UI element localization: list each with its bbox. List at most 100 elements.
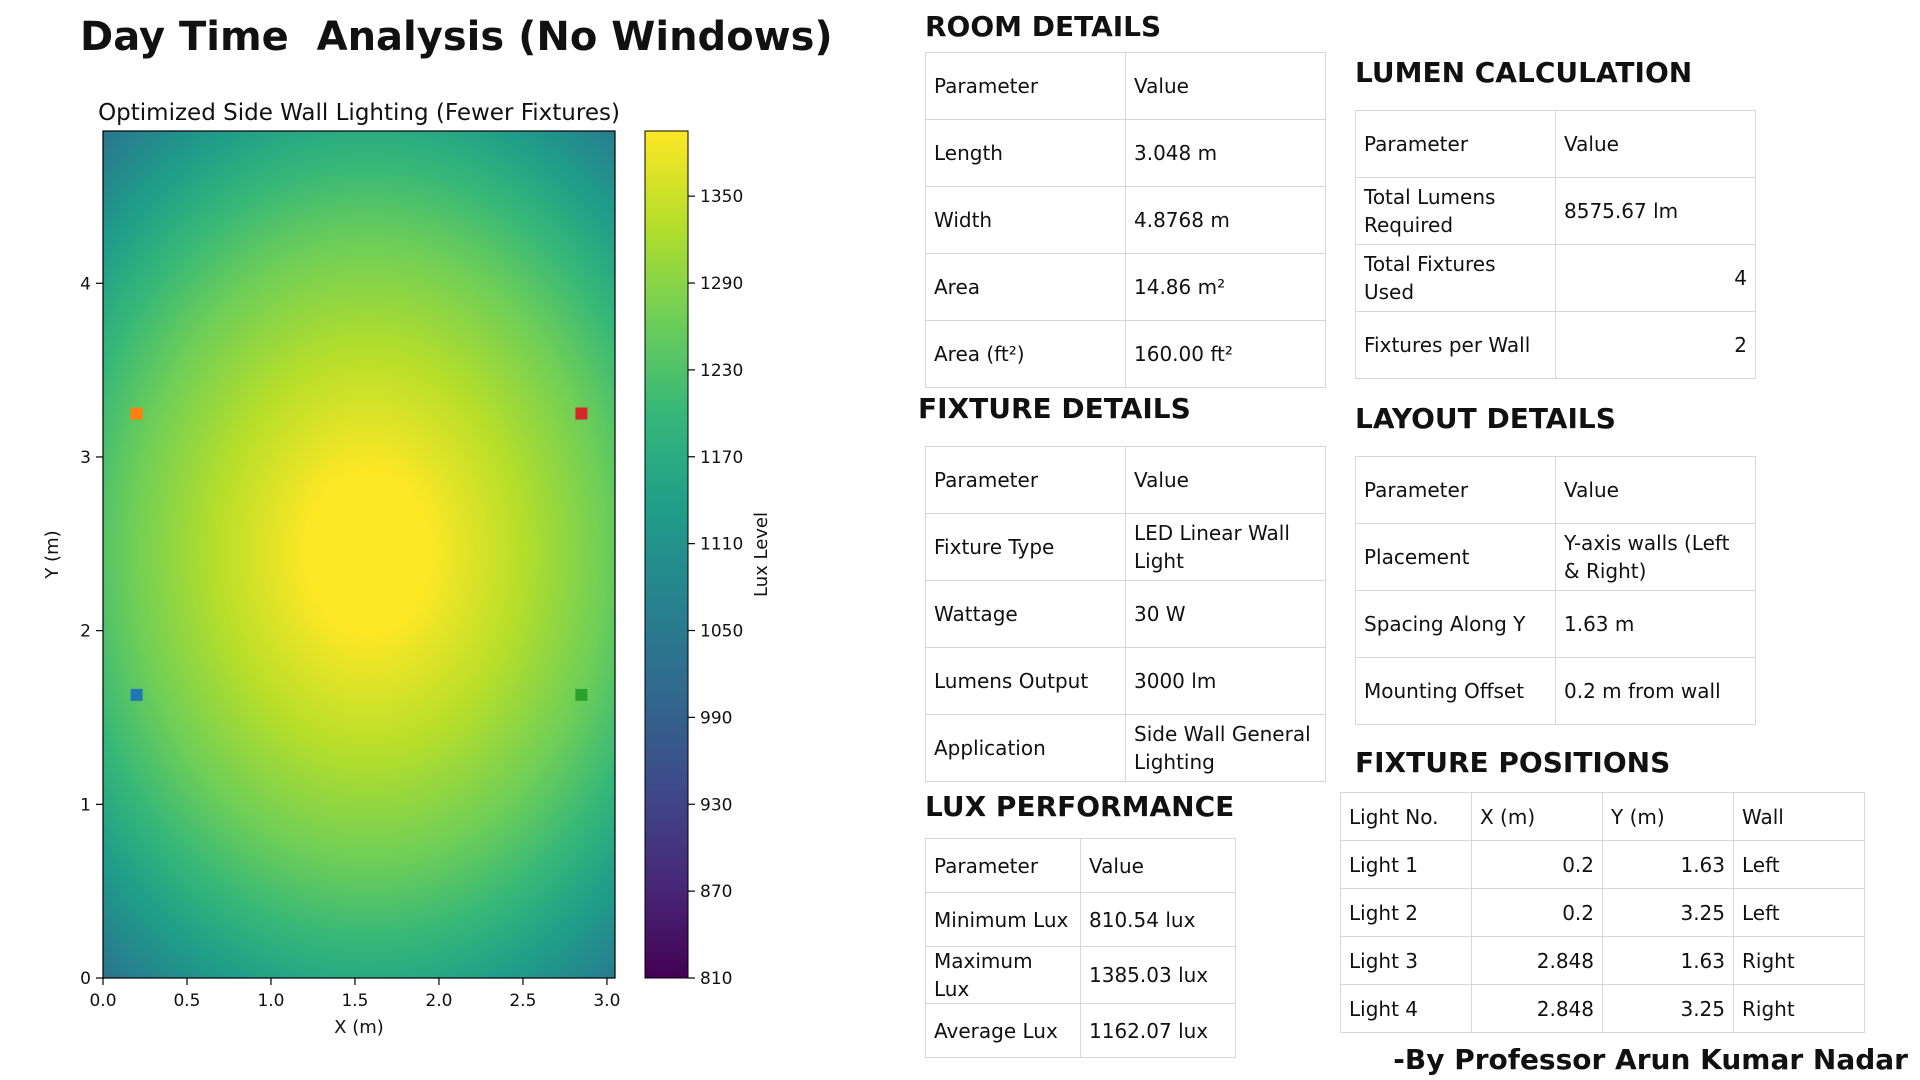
table-row: Light 3 2.848 1.63 Right	[1340, 936, 1865, 985]
x-tick-label: 2.0	[425, 991, 452, 1011]
y-cell: 1.63	[1602, 936, 1734, 985]
value-cell: 1.63 m	[1555, 590, 1756, 658]
y-axis: 0 1 2 3 4	[80, 274, 103, 989]
value-cell: 4.8768 m	[1125, 186, 1326, 254]
param-cell: Fixture Type	[925, 513, 1126, 581]
param-cell: Area	[925, 253, 1126, 321]
table-row: Fixture Type LED Linear Wall Light	[925, 513, 1326, 581]
colorbar-tick-label: 1350	[700, 187, 743, 207]
heatmap-area	[103, 131, 615, 978]
fixture-marker	[130, 407, 143, 420]
colorbar-tick-label: 810	[700, 969, 732, 989]
wall-cell: Right	[1733, 984, 1865, 1033]
param-cell: Total Fixtures Used	[1355, 244, 1556, 312]
param-cell: Length	[925, 119, 1126, 187]
wall-cell: Right	[1733, 936, 1865, 985]
header-cell: Value	[1125, 52, 1326, 120]
header-cell: Value	[1555, 456, 1756, 524]
x-axis-label: X (m)	[334, 1017, 384, 1038]
header-cell: Value	[1555, 110, 1756, 178]
lux-performance-title: LUX PERFORMANCE	[925, 790, 1235, 823]
header-cell: Light No.	[1340, 792, 1472, 841]
x-cell: 2.848	[1471, 984, 1603, 1033]
colorbar-tick-label: 870	[700, 882, 732, 902]
wall-cell: Left	[1733, 888, 1865, 937]
header-cell: Wall	[1733, 792, 1865, 841]
colorbar-axis: 810 870 930 990 1050 1110 1170 1230 1290 1350	[688, 187, 743, 989]
y-tick-label: 4	[80, 274, 91, 294]
table-row: Mounting Offset 0.2 m from wall	[1355, 657, 1756, 725]
param-cell: Placement	[1355, 523, 1556, 591]
room-details-table: Parameter Value Length 3.048 m Width 4.8…	[925, 52, 1326, 388]
light-cell: Light 3	[1340, 936, 1472, 985]
y-tick-label: 3	[80, 448, 91, 468]
value-cell: 1162.07 lux	[1080, 1003, 1236, 1058]
room-details-title: ROOM DETAILS	[925, 10, 1162, 43]
layout-details-title: LAYOUT DETAILS	[1355, 402, 1616, 435]
table-row: Application Side Wall General Lighting	[925, 714, 1326, 782]
table-header-row: Light No. X (m) Y (m) Wall	[1340, 792, 1865, 841]
lumen-calculation-title: LUMEN CALCULATION	[1355, 56, 1693, 89]
table-header-row: Parameter Value	[925, 446, 1326, 514]
colorbar-tick-label: 1170	[700, 448, 743, 468]
table-row: Light 4 2.848 3.25 Right	[1340, 984, 1865, 1033]
fixture-positions-title: FIXTURE POSITIONS	[1355, 746, 1671, 779]
x-axis: 0.0 0.5 1.0 1.5 2.0 2.5 3.0	[89, 978, 620, 1011]
value-cell: 2	[1555, 311, 1756, 379]
x-tick-label: 3.0	[593, 991, 620, 1011]
header-cell: Y (m)	[1602, 792, 1734, 841]
light-cell: Light 2	[1340, 888, 1472, 937]
table-row: Total Lumens Required 8575.67 lm	[1355, 177, 1756, 245]
table-header-row: Parameter Value	[1355, 110, 1756, 178]
table-row: Average Lux 1162.07 lux	[925, 1003, 1236, 1058]
x-tick-label: 0.5	[173, 991, 200, 1011]
param-cell: Minimum Lux	[925, 892, 1081, 947]
x-cell: 2.848	[1471, 936, 1603, 985]
y-tick-label: 1	[80, 795, 91, 815]
chart-title: Optimized Side Wall Lighting (Fewer Fixt…	[98, 100, 620, 126]
x-tick-label: 1.0	[257, 991, 284, 1011]
x-cell: 0.2	[1471, 840, 1603, 889]
lux-performance-table: Parameter Value Minimum Lux 810.54 lux M…	[925, 838, 1236, 1058]
colorbar-tick-label: 930	[700, 795, 732, 815]
colorbar-tick-label: 1230	[700, 361, 743, 381]
value-cell: 160.00 ft²	[1125, 320, 1326, 388]
param-cell: Wattage	[925, 580, 1126, 648]
table-header-row: Parameter Value	[925, 52, 1326, 120]
y-cell: 3.25	[1602, 888, 1734, 937]
header-cell: Parameter	[1355, 110, 1556, 178]
fixture-marker	[575, 688, 588, 701]
colorbar-label: Lux Level	[751, 512, 772, 597]
colorbar-tick-label: 1290	[700, 274, 743, 294]
param-cell: Maximum Lux	[925, 946, 1081, 1004]
value-cell: Y-axis walls (Left & Right)	[1555, 523, 1756, 591]
param-cell: Mounting Offset	[1355, 657, 1556, 725]
header-cell: Parameter	[925, 838, 1081, 893]
x-tick-label: 1.5	[341, 991, 368, 1011]
fixture-marker	[575, 407, 588, 420]
x-tick-label: 0.0	[89, 991, 116, 1011]
lux-heatmap-chart: Optimized Side Wall Lighting (Fewer Fixt…	[42, 100, 772, 1038]
x-tick-label: 2.5	[509, 991, 536, 1011]
value-cell: 4	[1555, 244, 1756, 312]
value-cell: LED Linear Wall Light	[1125, 513, 1326, 581]
param-cell: Width	[925, 186, 1126, 254]
value-cell: 0.2 m from wall	[1555, 657, 1756, 725]
table-row: Fixtures per Wall 2	[1355, 311, 1756, 379]
colorbar-tick-label: 1110	[700, 535, 743, 555]
wall-cell: Left	[1733, 840, 1865, 889]
header-cell: X (m)	[1471, 792, 1603, 841]
x-cell: 0.2	[1471, 888, 1603, 937]
fixture-positions-table: Light No. X (m) Y (m) Wall Light 1 0.2 1…	[1340, 792, 1865, 1033]
header-cell: Value	[1125, 446, 1326, 514]
value-cell: 1385.03 lux	[1080, 946, 1236, 1004]
plot-frame	[102, 130, 616, 979]
colorbar-tick-label: 1050	[700, 622, 743, 642]
y-tick-label: 2	[80, 622, 91, 642]
table-header-row: Parameter Value	[1355, 456, 1756, 524]
table-row: Total Fixtures Used 4	[1355, 244, 1756, 312]
author-byline: -By Professor Arun Kumar Nadar	[1393, 1043, 1908, 1076]
value-cell: 8575.67 lm	[1555, 177, 1756, 245]
fixture-markers	[130, 407, 588, 701]
value-cell: 810.54 lux	[1080, 892, 1236, 947]
